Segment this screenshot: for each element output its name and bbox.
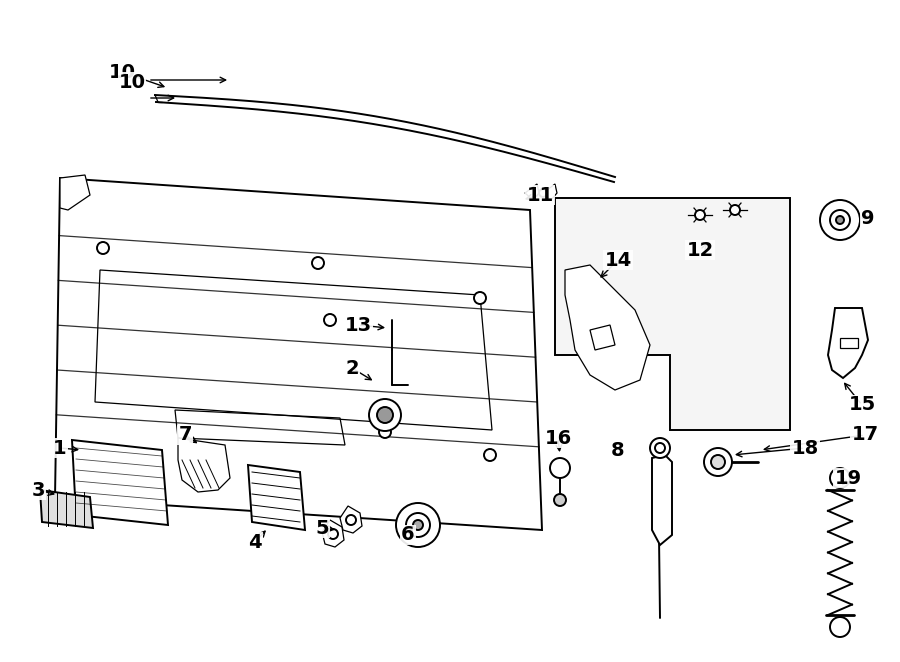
- Text: 7: 7: [178, 426, 192, 444]
- Text: 15: 15: [849, 395, 876, 414]
- Polygon shape: [322, 520, 344, 547]
- Text: 11: 11: [526, 185, 554, 205]
- Text: 6: 6: [401, 526, 415, 545]
- Text: 9: 9: [861, 209, 875, 228]
- Polygon shape: [565, 265, 650, 390]
- Polygon shape: [248, 465, 305, 530]
- Circle shape: [328, 529, 338, 539]
- Circle shape: [830, 617, 850, 637]
- Circle shape: [379, 426, 391, 438]
- Circle shape: [406, 513, 430, 537]
- Polygon shape: [60, 175, 90, 210]
- Text: 19: 19: [834, 469, 861, 487]
- Circle shape: [324, 314, 336, 326]
- Circle shape: [474, 292, 486, 304]
- Circle shape: [554, 494, 566, 506]
- Polygon shape: [555, 198, 790, 430]
- Circle shape: [312, 257, 324, 269]
- Circle shape: [396, 503, 440, 547]
- Circle shape: [704, 448, 732, 476]
- Text: 16: 16: [544, 428, 572, 448]
- Polygon shape: [652, 455, 672, 545]
- Text: 18: 18: [791, 438, 819, 457]
- Polygon shape: [590, 325, 615, 350]
- Text: 5: 5: [315, 518, 328, 538]
- Text: 12: 12: [687, 240, 714, 260]
- Circle shape: [711, 455, 725, 469]
- Text: 10: 10: [119, 73, 146, 91]
- Polygon shape: [178, 438, 230, 492]
- Text: 2: 2: [346, 359, 359, 377]
- Polygon shape: [543, 184, 557, 200]
- Circle shape: [413, 520, 423, 530]
- Circle shape: [730, 205, 740, 215]
- Circle shape: [650, 438, 670, 458]
- Text: 17: 17: [851, 426, 878, 444]
- Circle shape: [836, 216, 844, 224]
- Circle shape: [550, 458, 570, 478]
- Circle shape: [695, 210, 705, 220]
- Circle shape: [830, 468, 850, 488]
- Text: 8: 8: [611, 440, 625, 459]
- Circle shape: [369, 399, 401, 431]
- Circle shape: [820, 200, 860, 240]
- Text: 4: 4: [248, 532, 262, 551]
- Circle shape: [484, 449, 496, 461]
- Circle shape: [830, 210, 850, 230]
- Polygon shape: [40, 490, 93, 528]
- Polygon shape: [525, 184, 539, 200]
- Circle shape: [97, 242, 109, 254]
- Text: 13: 13: [345, 316, 372, 334]
- Circle shape: [377, 407, 393, 423]
- Polygon shape: [72, 440, 168, 525]
- Text: 3: 3: [32, 481, 45, 500]
- Polygon shape: [828, 308, 868, 378]
- Text: 1: 1: [53, 438, 67, 457]
- Circle shape: [346, 515, 356, 525]
- Polygon shape: [55, 178, 542, 530]
- Text: 14: 14: [605, 250, 632, 269]
- Polygon shape: [340, 506, 362, 533]
- Text: 10: 10: [109, 62, 136, 81]
- Circle shape: [539, 189, 547, 197]
